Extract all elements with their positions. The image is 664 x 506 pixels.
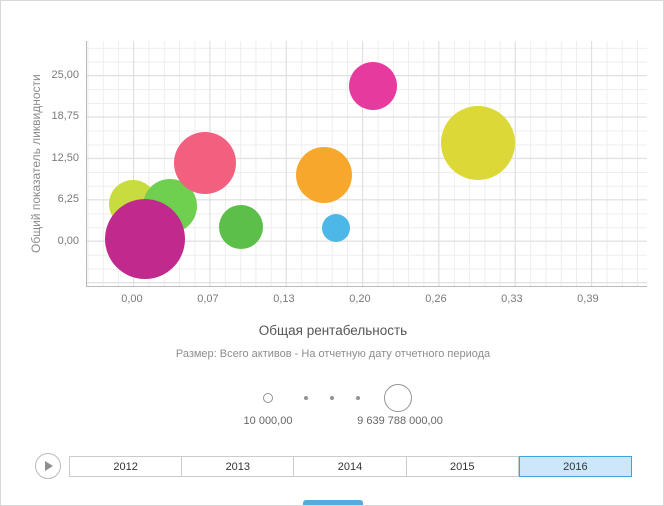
size-legend-dot [356,396,360,400]
x-tick-label: 0,33 [501,293,523,305]
horizontal-scrollbar-thumb[interactable] [303,500,363,505]
x-tick-label: 0,00 [121,293,143,305]
size-caption: Размер: Всего активов - На отчетную дату… [175,348,491,360]
size-legend-max-label: 9 639 788 000,00 [357,415,443,427]
y-tick-label: 0,00 [57,234,79,247]
timeline-year-2016[interactable]: 2016 [518,456,633,477]
bubble[interactable] [218,204,263,249]
bubble[interactable] [348,62,397,111]
size-legend-min-circle [263,393,273,403]
bubble[interactable] [104,198,185,279]
x-tick-label: 0,07 [197,293,219,305]
play-icon [45,461,53,471]
y-tick-label: 18,75 [51,110,79,123]
timeline-year-2015[interactable]: 2015 [406,456,519,477]
x-tick-label: 0,26 [425,293,447,305]
bubble[interactable] [322,214,351,243]
y-tick-label: 12,50 [51,151,79,164]
size-legend-max-circle [384,384,412,412]
x-axis-title: Общая рентабельность [258,323,408,338]
bubble[interactable] [295,147,352,204]
bubble[interactable] [440,105,515,180]
timeline: 2012 2013 2014 2015 2016 [69,456,633,477]
x-tick-label: 0,20 [349,293,371,305]
timeline-year-2012[interactable]: 2012 [69,456,183,477]
size-legend-dot [330,396,334,400]
bubble[interactable] [174,131,237,194]
play-button[interactable] [35,453,61,479]
x-tick-label: 0,39 [577,293,599,305]
size-legend-min-label: 10 000,00 [243,415,293,427]
size-legend-dot [304,396,308,400]
x-tick-label: 0,13 [273,293,295,305]
timeline-year-2013[interactable]: 2013 [182,456,295,477]
y-tick-label: 25,00 [51,68,79,81]
y-tick-label: 6,25 [57,193,79,206]
plot-area [86,41,647,287]
timeline-year-2014[interactable]: 2014 [294,456,407,477]
